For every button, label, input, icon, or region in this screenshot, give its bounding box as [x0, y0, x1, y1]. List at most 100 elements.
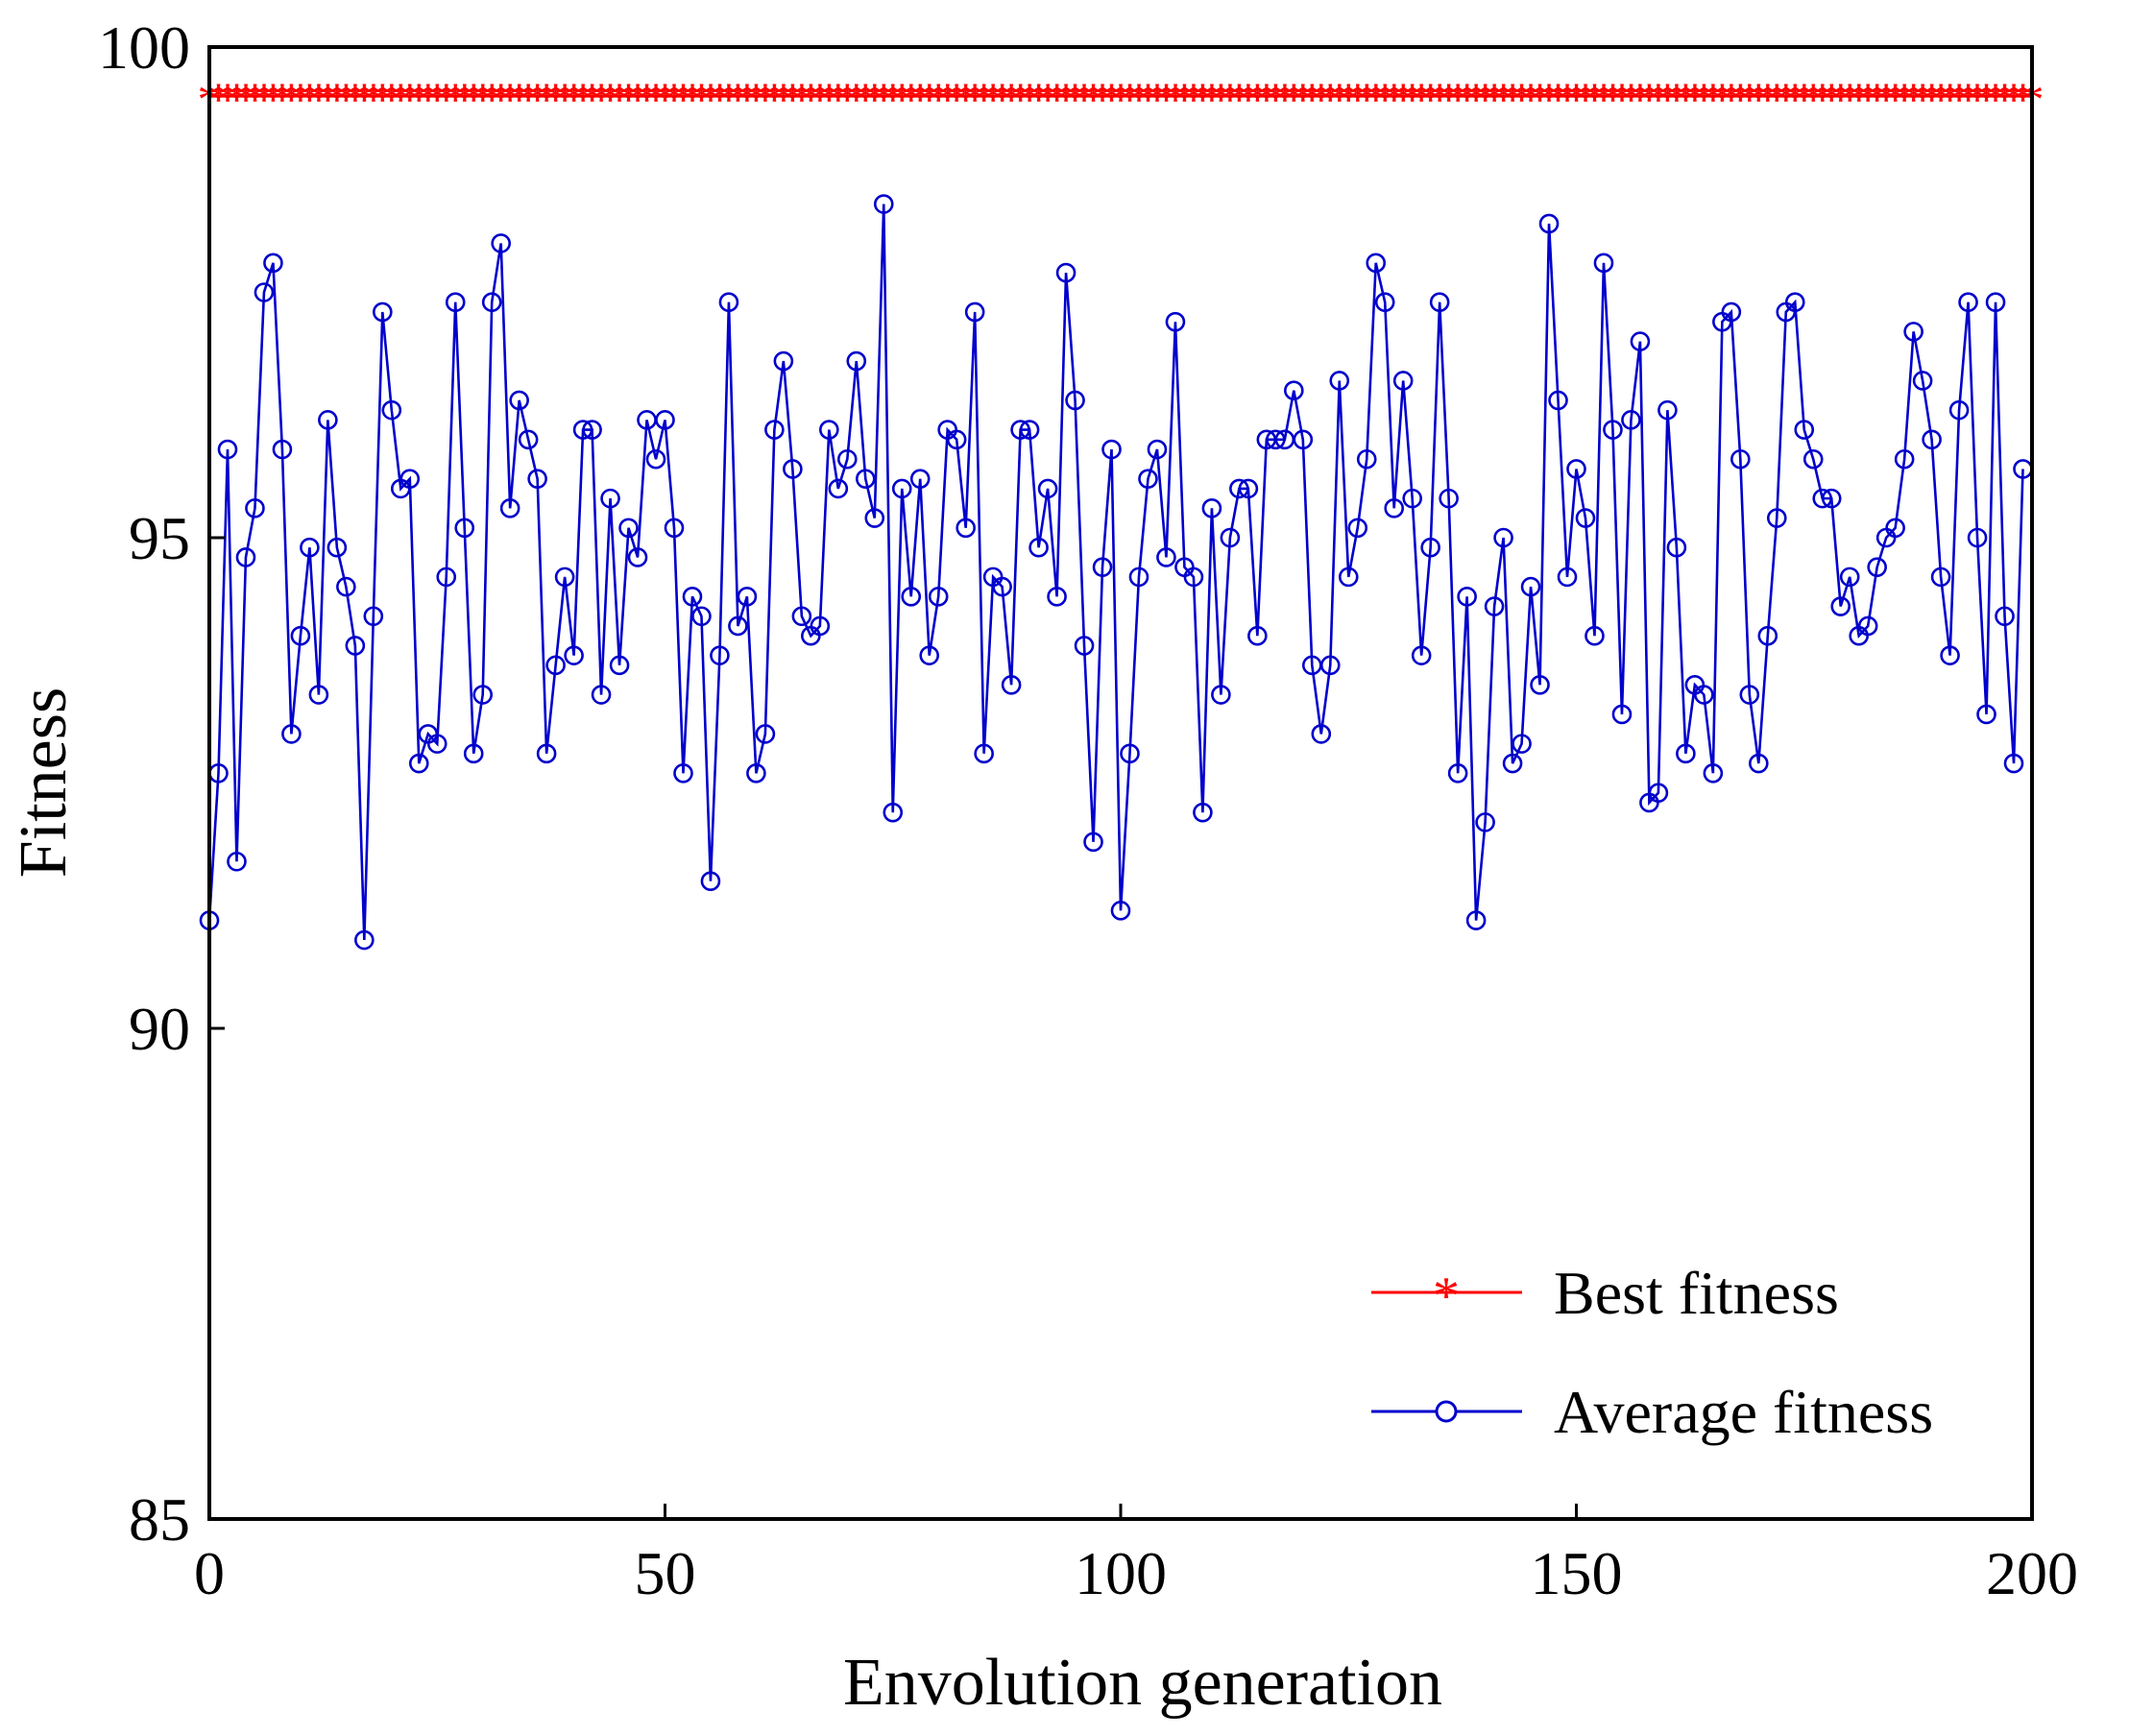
series-layer: ****************************************… [198, 72, 2044, 951]
best-fitness-point: * [1601, 72, 1625, 126]
best-fitness-point: * [525, 72, 549, 126]
average-fitness-point [536, 743, 557, 764]
y-axis-title: Fitness [7, 687, 81, 878]
average-fitness-point [1575, 508, 1596, 528]
average-fitness-point [664, 518, 685, 539]
best-fitness-point: * [444, 72, 468, 126]
best-fitness-point: * [680, 72, 704, 126]
legend-best-marker: * [1433, 1266, 1460, 1326]
best-fitness-point: * [1327, 72, 1351, 126]
average-fitness-point [354, 929, 375, 951]
average-fitness-point [1940, 645, 1960, 665]
best-fitness-point: * [1199, 72, 1223, 126]
average-fitness-point [1356, 448, 1377, 470]
best-fitness-point: * [1364, 72, 1388, 126]
average-fitness-point [509, 390, 529, 411]
best-fitness-point: * [1091, 72, 1115, 126]
best-fitness-point: * [1692, 72, 1716, 126]
best-fitness-point: * [1428, 72, 1452, 126]
average-fitness-point [481, 292, 502, 313]
best-fitness-point: * [608, 72, 632, 126]
average-fitness-point [1055, 262, 1077, 283]
best-fitness-point: * [1820, 72, 1844, 126]
best-fitness-point: * [1619, 72, 1643, 126]
best-fitness-point: * [1126, 72, 1150, 126]
average-fitness-point [1247, 625, 1268, 646]
best-fitness-point: * [1875, 72, 1899, 126]
average-fitness-point [463, 743, 484, 764]
average-fitness-point [281, 724, 302, 744]
average-fitness-point [1402, 488, 1422, 509]
best-fitness-point: * [744, 72, 768, 126]
best-fitness-point: * [562, 72, 586, 126]
best-fitness-point: * [2002, 72, 2026, 126]
best-fitness-point: * [379, 72, 403, 126]
average-fitness-point [454, 518, 475, 539]
average-fitness-point [1475, 812, 1495, 832]
average-fitness-point [499, 498, 520, 518]
best-fitness-point: * [1838, 72, 1862, 126]
average-fitness-point [527, 469, 547, 489]
average-fitness-point [254, 282, 275, 302]
average-fitness-point [1447, 762, 1468, 784]
best-fitness-point: * [635, 72, 659, 126]
best-fitness-point: * [590, 72, 614, 126]
average-fitness-point [318, 410, 338, 430]
average-fitness-point [1566, 459, 1586, 479]
best-fitness-point: * [288, 72, 312, 126]
best-fitness-point: * [1628, 72, 1652, 126]
average-fitness-point [436, 567, 457, 588]
best-fitness-point: * [862, 72, 886, 126]
average-fitness-point [773, 350, 794, 372]
average-fitness-point [263, 253, 283, 274]
average-fitness-point [1894, 448, 1915, 470]
y-tick-label: 95 [129, 504, 190, 572]
average-fitness-point [572, 420, 593, 440]
best-fitness-point: * [535, 72, 559, 126]
average-fitness-point [591, 685, 612, 705]
best-fitness-point: * [517, 72, 541, 126]
average-fitness-point [290, 625, 311, 646]
best-fitness-point: * [1729, 72, 1753, 126]
best-fitness-point: * [1036, 72, 1060, 126]
average-fitness-point [1857, 615, 1878, 637]
average-fitness-point [1976, 704, 1996, 725]
average-fitness-point [1092, 557, 1113, 577]
best-fitness-point: * [1810, 72, 1834, 126]
best-fitness-point: * [371, 72, 395, 126]
best-fitness-point: * [1282, 72, 1306, 126]
best-fitness-point: * [1865, 72, 1889, 126]
best-fitness-point: * [1591, 72, 1615, 126]
average-fitness-point [1220, 527, 1241, 548]
best-fitness-point: * [1984, 72, 2008, 126]
best-fitness-point: * [1227, 72, 1251, 126]
average-fitness-point [1538, 213, 1560, 234]
average-fitness-point [1676, 743, 1696, 764]
average-fitness-point [1885, 518, 1905, 539]
best-fitness-point: * [343, 72, 367, 126]
best-fitness-point: * [826, 72, 850, 126]
best-fitness-point: * [1163, 72, 1187, 126]
best-fitness-point: * [1437, 72, 1461, 126]
best-fitness-point: * [716, 72, 740, 126]
best-fitness-point: * [963, 72, 987, 126]
average-fitness-point [828, 478, 849, 499]
best-fitness-point: * [1948, 72, 1972, 126]
average-fitness-point [1101, 439, 1122, 460]
average-fitness-point [1512, 734, 1532, 754]
average-fitness-point [217, 439, 238, 460]
average-fitness-point [928, 587, 949, 607]
best-fitness-point: * [1737, 72, 1761, 126]
average-fitness-point [1110, 901, 1131, 921]
best-fitness-point: * [1191, 72, 1215, 126]
best-fitness-point: * [1783, 72, 1807, 126]
best-fitness-point: * [1291, 72, 1315, 126]
average-fitness-point [600, 488, 620, 509]
best-fitness-point: * [1300, 72, 1324, 126]
best-fitness-point: * [1008, 72, 1032, 126]
best-fitness-point: * [854, 72, 878, 126]
best-fitness-point: * [1510, 72, 1534, 126]
average-fitness-point [1694, 685, 1714, 705]
best-fitness-point: * [1100, 72, 1124, 126]
